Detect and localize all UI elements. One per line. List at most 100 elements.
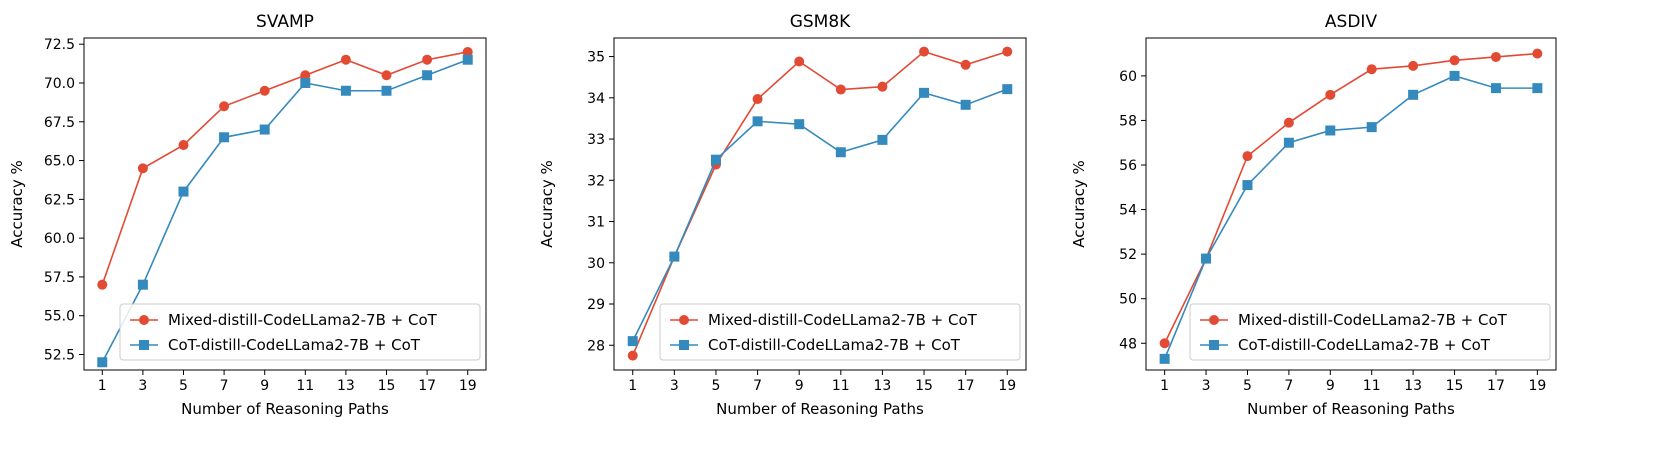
x-tick-label: 19 <box>459 378 477 394</box>
legend-marker <box>139 340 149 350</box>
y-tick-label: 72.5 <box>44 37 75 53</box>
series-mixed-distill-point <box>1532 48 1543 59</box>
y-tick-label: 32 <box>587 173 605 189</box>
x-tick-label: 9 <box>795 378 804 394</box>
y-tick-label: 29 <box>587 297 605 313</box>
series-mixed-distill-point <box>835 84 846 95</box>
y-tick-label: 54 <box>1119 203 1137 219</box>
series-cot-distill-point <box>1532 83 1543 94</box>
x-axis-label: Number of Reasoning Paths <box>181 400 389 418</box>
legend: Mixed-distill-CodeLLama2-7B + CoT CoT-dis… <box>119 303 481 361</box>
series-mixed-distill-point <box>960 59 971 70</box>
x-tick-label: 3 <box>670 378 679 394</box>
series-cot-distill-point <box>1201 253 1212 264</box>
x-tick-label: 19 <box>1528 378 1546 394</box>
series-cot-distill-point <box>669 251 680 262</box>
x-tick-label: 7 <box>220 378 229 394</box>
legend-marker <box>1209 340 1219 350</box>
legend-entry-label: Mixed-distill-CodeLLama2-7B + CoT <box>1238 311 1508 329</box>
legend-marker <box>1209 315 1219 325</box>
plot-frame <box>1145 37 1557 371</box>
series-cot-distill-point <box>1490 83 1501 94</box>
series-mixed-distill-point <box>752 94 763 105</box>
series-mixed-distill-point <box>340 54 351 65</box>
series-mixed-distill-point <box>178 140 189 151</box>
series-mixed-distill-point <box>1408 60 1419 71</box>
y-tick-label: 48 <box>1119 336 1137 352</box>
y-tick-label: 52.5 <box>44 347 75 363</box>
series-cot-distill-point <box>97 357 108 368</box>
series-mixed-distill-point <box>1159 338 1170 349</box>
legend-entry-label: CoT-distill-CodeLLama2-7B + CoT <box>1238 336 1491 354</box>
series-mixed-distill-point <box>1449 55 1460 66</box>
series-cot-distill-point <box>627 336 638 347</box>
legend-marker <box>679 315 689 325</box>
series-mixed-distill-line <box>101 51 468 285</box>
x-tick-label: 17 <box>957 378 975 394</box>
y-tick-label: 70.0 <box>44 76 75 92</box>
y-tick-label: 58 <box>1119 113 1137 129</box>
x-tick-label: 7 <box>753 378 762 394</box>
series-cot-distill-line <box>1163 75 1538 360</box>
legend-entry-label: CoT-distill-CodeLLama2-7B + CoT <box>168 336 421 354</box>
series-mixed-distill-point <box>219 101 230 112</box>
series-cot-distill-point <box>919 87 930 98</box>
x-tick-label: 7 <box>1284 378 1293 394</box>
x-tick-label: 17 <box>418 378 436 394</box>
legend-marker <box>139 315 149 325</box>
series-cot-distill-point <box>835 147 846 158</box>
series-mixed-distill-point <box>794 56 805 67</box>
x-tick-label: 3 <box>1202 378 1211 394</box>
y-tick-label: 67.5 <box>44 115 75 131</box>
series-cot-distill-point <box>422 70 433 81</box>
x-tick-label: 9 <box>260 378 269 394</box>
y-tick-label: 65.0 <box>44 154 75 170</box>
series-mixed-distill-point <box>1242 151 1253 162</box>
legend: Mixed-distill-CodeLLama2-7B + CoT CoT-dis… <box>1189 303 1551 361</box>
series-cot-distill-point <box>1449 70 1460 81</box>
x-tick-label: 15 <box>1446 378 1464 394</box>
y-tick-label: 55.0 <box>44 309 75 325</box>
y-tick-label: 33 <box>587 132 605 148</box>
y-axis-label: Accuracy % <box>538 160 556 248</box>
series-cot-distill-point <box>300 77 311 88</box>
series-cot-distill-point <box>752 116 763 127</box>
series-mixed-distill-point <box>919 46 930 57</box>
series-cot-distill-point <box>1283 137 1294 148</box>
legend-box <box>119 303 481 361</box>
series-mixed-distill-point <box>300 70 311 81</box>
y-tick-label: 57.5 <box>44 270 75 286</box>
y-tick-label: 56 <box>1119 158 1137 174</box>
legend-box <box>1189 303 1551 361</box>
legend-box <box>659 303 1021 361</box>
series-cot-distill-point <box>1159 353 1170 364</box>
series-cot-distill-point <box>1325 125 1336 136</box>
series-cot-distill-point <box>794 119 805 130</box>
x-tick-label: 19 <box>998 378 1016 394</box>
series-mixed-distill-point <box>381 70 392 81</box>
series-mixed-distill-line <box>1163 52 1538 344</box>
series-mixed-distill-point <box>137 163 148 174</box>
x-tick-label: 5 <box>1243 378 1252 394</box>
x-tick-label: 9 <box>1326 378 1335 394</box>
series-mixed-distill-line <box>631 50 1008 356</box>
x-axis-label: Number of Reasoning Paths <box>1247 400 1455 418</box>
series-cot-distill-point <box>1408 89 1419 100</box>
series-cot-distill-point <box>1366 122 1377 133</box>
series-cot-distill-line <box>101 58 469 363</box>
x-tick-label: 13 <box>1404 378 1422 394</box>
series-cot-distill-point <box>1242 180 1253 191</box>
legend-entry-label: CoT-distill-CodeLLama2-7B + CoT <box>708 336 961 354</box>
legend-marker <box>679 340 689 350</box>
plot-frame <box>613 37 1027 371</box>
series-mixed-distill-point <box>1325 89 1336 100</box>
y-tick-label: 31 <box>587 215 605 231</box>
plot-frame <box>83 37 487 371</box>
series-mixed-distill-point <box>97 279 108 290</box>
series-mixed-distill-point <box>259 85 270 96</box>
y-tick-label: 62.5 <box>44 192 75 208</box>
x-tick-label: 5 <box>179 378 188 394</box>
series-cot-distill-point <box>340 85 351 96</box>
y-axis-label: Accuracy % <box>1070 160 1088 248</box>
